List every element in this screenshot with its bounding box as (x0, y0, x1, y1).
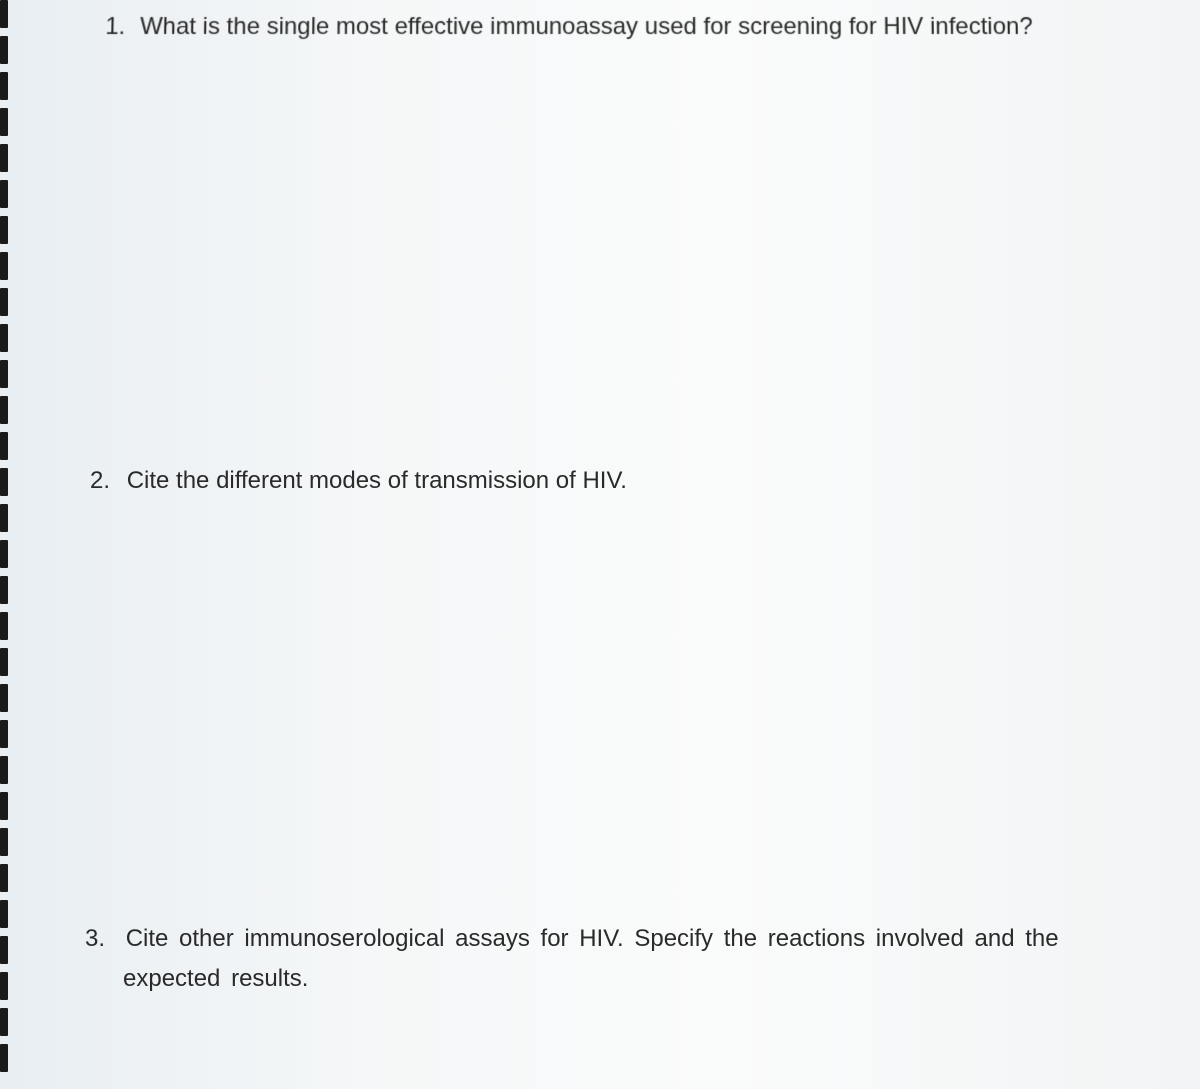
question-2: 2. Cite the different modes of transmiss… (75, 464, 1150, 498)
spiral-mark (0, 828, 8, 856)
question-number: 1. (105, 10, 126, 44)
spiral-mark (0, 216, 8, 244)
spiral-mark (0, 864, 8, 892)
question-text-line2: expected results. (85, 962, 1130, 996)
spiral-mark (0, 756, 8, 784)
spiral-mark (0, 180, 8, 208)
spiral-mark (0, 792, 8, 820)
spiral-mark (0, 468, 8, 496)
question-text: Cite the different modes of transmission… (127, 467, 627, 494)
question-1: 1. What is the single most effective imm… (75, 10, 1150, 44)
question-number: 2. (90, 464, 110, 498)
spiral-mark (0, 252, 8, 280)
question-3: 3. Cite other immunoserological assays f… (75, 922, 1150, 995)
spiral-mark (0, 72, 8, 100)
spiral-mark (0, 1008, 8, 1036)
spiral-mark (0, 972, 8, 1000)
spiral-mark (0, 540, 8, 568)
spiral-mark (0, 684, 8, 712)
spiral-mark (0, 144, 8, 172)
spiral-mark (0, 576, 8, 604)
spiral-binding (0, 0, 30, 1089)
question-number: 3. (85, 922, 105, 956)
spiral-mark (0, 36, 8, 64)
spiral-mark (0, 900, 8, 928)
spiral-mark (0, 396, 8, 424)
spiral-mark (0, 324, 8, 352)
spiral-mark (0, 648, 8, 676)
spiral-mark (0, 936, 8, 964)
spiral-mark (0, 360, 8, 388)
spiral-mark (0, 432, 8, 460)
spiral-mark (0, 108, 8, 136)
spiral-mark (0, 0, 8, 28)
document-content: 1. What is the single most effective imm… (0, 0, 1200, 995)
spiral-mark (0, 504, 8, 532)
spiral-mark (0, 612, 8, 640)
question-text-line1: Cite other immunoserological assays for … (126, 925, 1059, 952)
spiral-mark (0, 1044, 8, 1072)
question-text: What is the single most effective immuno… (140, 13, 1033, 40)
spiral-mark (0, 720, 8, 748)
spiral-mark (0, 288, 8, 316)
